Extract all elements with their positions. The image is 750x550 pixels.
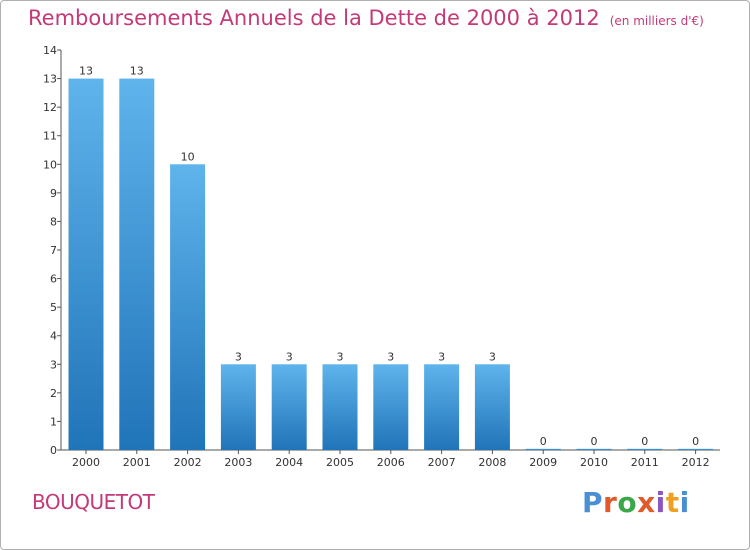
x-tick-label: 2007 — [428, 456, 456, 469]
logo-letter: i — [655, 486, 666, 519]
y-tick-label: 7 — [50, 244, 57, 257]
commune-name: BOUQUETOT — [32, 490, 155, 514]
x-tick-label: 2009 — [529, 456, 557, 469]
x-tick-label: 2003 — [224, 456, 252, 469]
data-label: 0 — [641, 435, 648, 448]
y-tick-label: 14 — [43, 44, 57, 57]
y-tick-label: 3 — [50, 358, 57, 371]
x-tick-label: 2001 — [123, 456, 151, 469]
chart-title: Remboursements Annuels de la Dette de 20… — [28, 6, 600, 30]
data-label: 3 — [337, 350, 344, 363]
y-tick-label: 8 — [50, 215, 57, 228]
proxiti-logo: Proxiti — [582, 486, 690, 519]
x-tick-label: 2002 — [174, 456, 202, 469]
x-tick-label: 2005 — [326, 456, 354, 469]
y-tick-label: 13 — [43, 73, 57, 86]
data-label: 13 — [130, 65, 144, 78]
bar-2004 — [271, 364, 307, 450]
y-tick-label: 11 — [43, 130, 57, 143]
logo-letter: o — [617, 486, 638, 519]
data-label: 13 — [79, 65, 93, 78]
chart-unit: (en milliers d'€) — [609, 14, 704, 28]
data-label: 3 — [438, 350, 445, 363]
bar-2003 — [220, 364, 256, 450]
y-tick-label: 10 — [43, 158, 57, 171]
x-tick-label: 2008 — [478, 456, 506, 469]
x-tick-label: 2000 — [72, 456, 100, 469]
data-label: 3 — [286, 350, 293, 363]
bar-2005 — [322, 364, 358, 450]
logo-letter: r — [603, 486, 618, 519]
bar-2007 — [424, 364, 460, 450]
y-tick-label: 9 — [50, 187, 57, 200]
chart-title-row: Remboursements Annuels de la Dette de 20… — [28, 6, 704, 30]
x-tick-label: 2011 — [631, 456, 659, 469]
logo-letter: i — [679, 486, 690, 519]
y-tick-label: 12 — [43, 101, 57, 114]
data-label: 3 — [387, 350, 394, 363]
y-tick-label: 0 — [50, 444, 57, 457]
x-tick-label: 2004 — [275, 456, 303, 469]
y-tick-label: 5 — [50, 301, 57, 314]
data-label: 3 — [235, 350, 242, 363]
x-tick-label: 2010 — [580, 456, 608, 469]
y-tick-label: 2 — [50, 387, 57, 400]
data-label: 0 — [692, 435, 699, 448]
y-tick-label: 6 — [50, 273, 57, 286]
logo-letter: t — [665, 486, 680, 519]
bar-2009 — [525, 448, 561, 450]
logo-letter: x — [637, 486, 656, 519]
bar-2001 — [119, 78, 155, 451]
x-tick-label: 2012 — [682, 456, 710, 469]
x-tick-label: 2006 — [377, 456, 405, 469]
bar-2008 — [474, 364, 510, 450]
bar-2012 — [678, 448, 714, 450]
data-label: 0 — [540, 435, 547, 448]
data-label: 0 — [591, 435, 598, 448]
data-label: 10 — [181, 150, 195, 163]
bar-2010 — [576, 448, 612, 450]
data-label: 3 — [489, 350, 496, 363]
logo-letter: P — [582, 486, 604, 519]
y-tick-label: 1 — [50, 415, 57, 428]
bar-2002 — [170, 164, 206, 451]
bar-2011 — [627, 448, 663, 450]
bar-2006 — [373, 364, 409, 450]
bar-2000 — [68, 78, 104, 451]
y-tick-label: 4 — [50, 330, 57, 343]
